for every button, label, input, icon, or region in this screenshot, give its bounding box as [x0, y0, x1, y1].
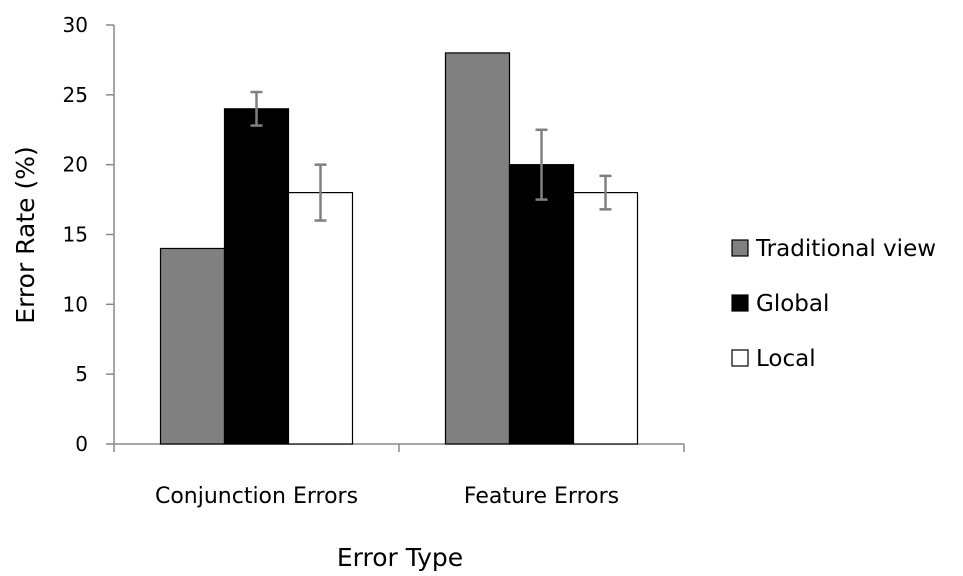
legend-label: Traditional view [755, 236, 936, 262]
y-tick-label: 5 [75, 362, 88, 386]
y-axis-title: Error Rate (%) [11, 146, 40, 323]
y-axis-ticks: 0 5 10 15 20 25 30 [63, 13, 114, 456]
bar [572, 192, 639, 445]
legend-swatch [731, 294, 749, 312]
y-tick-label: 20 [63, 153, 88, 177]
error-bars [250, 90, 612, 222]
x-category-label: Feature Errors [464, 484, 619, 509]
x-axis-title: Error Type [337, 543, 463, 572]
bar [287, 192, 354, 445]
y-tick-label: 15 [63, 223, 88, 247]
legend-swatch [731, 349, 749, 367]
legend-label: Local [756, 346, 816, 372]
bar [508, 164, 575, 445]
y-tick-label: 25 [63, 83, 88, 107]
y-tick-label: 30 [63, 13, 88, 37]
y-tick-label: 10 [63, 292, 88, 316]
x-category-label: Conjunction Errors [155, 484, 358, 509]
legend: Traditional view Global Local [731, 236, 936, 372]
bar [223, 108, 290, 445]
x-axis-categories: Conjunction Errors Feature Errors [155, 484, 619, 509]
legend-swatch [731, 239, 749, 257]
y-tick-label: 0 [75, 432, 88, 456]
legend-label: Global [756, 291, 829, 317]
bar [444, 52, 511, 445]
bar [159, 247, 226, 445]
bars [159, 52, 639, 445]
